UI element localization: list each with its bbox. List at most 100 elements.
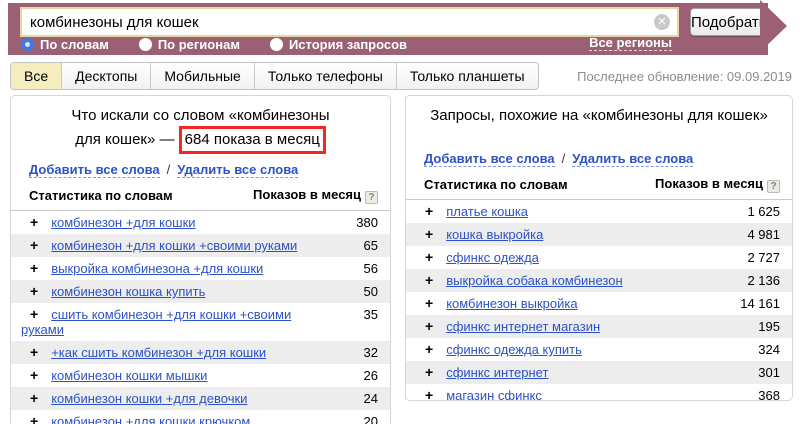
table-row: + выкройка комбинезона +для кошки 56 [11,257,390,280]
keyword-cell: + кошка выкройка [416,226,747,243]
add-keyword-icon[interactable]: + [30,306,39,322]
keyword-link[interactable]: +как сшить комбинезон +для кошки [51,345,267,360]
link-separator: / [166,162,171,177]
keyword-link[interactable]: кошка выкройка [446,227,544,242]
keyword-cell: + сфинкс одежда купить [416,341,758,358]
add-keyword-icon[interactable]: + [425,226,434,242]
keyword-cell: + +как сшить комбинезон +для кошки [21,344,326,361]
add-keyword-icon[interactable]: + [30,260,39,276]
keyword-cell: + платье кошка [416,203,747,220]
keyword-cell: + комбинезон кошки мышки [21,367,326,384]
keyword-count: 301 [758,365,780,380]
keyword-count: 4 981 [747,227,780,242]
add-keyword-icon[interactable]: + [30,237,39,253]
mode-label: По регионам [157,37,240,52]
mode-by-words[interactable]: По словам [21,37,109,52]
right-panel-title: Запросы, похожие на «комбинезоны для кош… [430,107,768,124]
keyword-cell: + комбинезон кошки +для девочки [21,390,326,407]
keyword-link[interactable]: выкройка комбинезона +для кошки [51,261,264,276]
remove-all-words-link[interactable]: Удалить все слова [177,162,299,178]
keyword-link[interactable]: комбинезон +для кошки +своими руками [51,238,298,253]
tab-phones-only[interactable]: Только телефоны [253,63,396,89]
keyword-count: 20 [363,414,378,424]
mode-query-history[interactable]: История запросов [269,37,407,52]
keyword-count: 380 [356,215,378,230]
keyword-cell: + сфинкс одежда [416,249,747,266]
keyword-count: 56 [363,261,378,276]
keyword-cell: + магазин сфинкс [416,388,758,401]
keyword-link[interactable]: комбинезон кошка купить [51,284,206,299]
clear-input-icon[interactable]: ✕ [654,14,670,30]
column-keyword-header: Статистика по словам [424,177,568,192]
column-count-label: Показов в месяц [655,176,763,191]
column-count-label: Показов в месяц [253,187,361,202]
add-keyword-icon[interactable]: + [425,295,434,311]
add-keyword-icon[interactable]: + [425,249,434,265]
add-keyword-icon[interactable]: + [30,367,39,383]
keyword-cell: + выкройка комбинезона +для кошки [21,260,326,277]
keyword-count: 65 [363,238,378,253]
tab-all[interactable]: Все [11,63,62,89]
keyword-count: 50 [363,284,378,299]
keyword-link[interactable]: комбинезон выкройка [446,296,578,311]
left-table-header: Статистика по словам Показов в месяц? [11,184,390,211]
keyword-cell: + сшить комбинезон +для кошки +своими рук… [21,306,326,338]
add-keyword-icon[interactable]: + [30,283,39,299]
keyword-cell: + сфинкс интернет магазин [416,318,758,335]
right-bulk-links: Добавить все слова / Удалить все слова [406,143,792,173]
left-panel-title-text: Что искали со словом «комбинезоны для ко… [71,107,330,148]
table-row: + комбинезон кошки +для девочки 24 [11,387,390,410]
tab-desktops[interactable]: Десктопы [61,63,150,89]
keyword-link[interactable]: выкройка собака комбинезон [446,273,623,288]
keyword-link[interactable]: платье кошка [446,204,529,219]
search-input[interactable] [20,7,679,37]
search-row: ✕ Подобрать [20,7,767,37]
search-input-wrap: ✕ [20,7,679,37]
table-row: + сфинкс интернет 301 [406,361,792,384]
keyword-link[interactable]: сшить комбинезон +для кошки +своими рука… [21,307,292,337]
tab-mobile[interactable]: Мобильные [150,63,254,89]
searchbar-arrow [760,0,787,52]
add-keyword-icon[interactable]: + [425,318,434,334]
mode-by-regions[interactable]: По регионам [138,37,240,52]
add-keyword-icon[interactable]: + [30,390,39,406]
right-table-header: Статистика по словам Показов в месяц? [406,173,792,200]
keyword-link[interactable]: комбинезон +для кошки крючком [51,414,251,424]
keyword-count: 35 [363,307,378,322]
keyword-link[interactable]: комбинезон кошки +для девочки [51,391,248,406]
add-keyword-icon[interactable]: + [425,272,434,288]
remove-all-words-link[interactable]: Удалить все слова [572,151,694,167]
column-count-header: Показов в месяц? [655,176,780,193]
add-all-words-link[interactable]: Добавить все слова [424,151,555,167]
add-keyword-icon[interactable]: + [425,341,434,357]
radio-icon [138,38,152,51]
keyword-link[interactable]: сфинкс интернет магазин [446,319,601,334]
keyword-link[interactable]: сфинкс одежда [446,250,539,265]
keyword-link[interactable]: комбинезон кошки мышки [51,368,208,383]
help-icon[interactable]: ? [767,180,780,193]
add-keyword-icon[interactable]: + [425,364,434,380]
keyword-count: 26 [363,368,378,383]
all-regions-link[interactable]: Все регионы [589,35,672,51]
keyword-link[interactable]: сфинкс интернет [446,365,549,380]
add-keyword-icon[interactable]: + [425,203,434,219]
select-button[interactable]: Подобрать [690,8,767,36]
table-row: + комбинезон +для кошки крючком 20 [11,410,390,424]
keyword-count: 324 [758,342,780,357]
table-row: + комбинезон кошки мышки 26 [11,364,390,387]
table-row: + кошка выкройка 4 981 [406,223,792,246]
add-all-words-link[interactable]: Добавить все слова [29,162,160,178]
keyword-link[interactable]: магазин сфинкс [446,388,542,401]
add-keyword-icon[interactable]: + [30,214,39,230]
add-keyword-icon[interactable]: + [30,413,39,424]
add-keyword-icon[interactable]: + [425,387,434,401]
keyword-count: 368 [758,388,780,401]
keyword-link[interactable]: сфинкс одежда купить [446,342,582,357]
keyword-link[interactable]: комбинезон +для кошки [51,215,196,230]
keyword-count: 24 [363,391,378,406]
help-icon[interactable]: ? [365,191,378,204]
keyword-count: 32 [363,345,378,360]
tab-tablets-only[interactable]: Только планшеты [395,63,538,89]
add-keyword-icon[interactable]: + [30,344,39,360]
keyword-count: 1 625 [747,204,780,219]
